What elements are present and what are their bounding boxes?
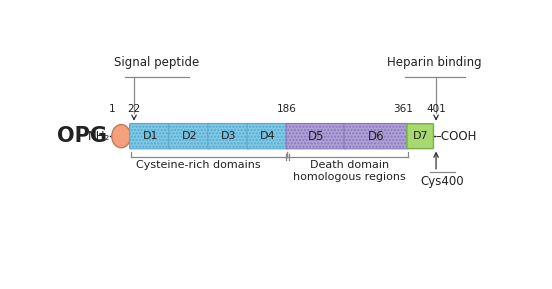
FancyBboxPatch shape — [130, 123, 171, 149]
Text: –COOH: –COOH — [436, 130, 477, 143]
Text: D6: D6 — [368, 130, 385, 143]
Text: 1: 1 — [108, 104, 115, 114]
Text: OPG: OPG — [57, 126, 107, 146]
FancyBboxPatch shape — [407, 124, 433, 149]
Text: D2: D2 — [182, 131, 197, 141]
Text: 401: 401 — [426, 104, 446, 114]
Ellipse shape — [112, 125, 131, 148]
Text: 186: 186 — [277, 104, 297, 114]
Text: 361: 361 — [394, 104, 413, 114]
Text: D3: D3 — [221, 131, 236, 141]
Text: NH₂: NH₂ — [87, 130, 110, 143]
FancyBboxPatch shape — [169, 123, 210, 149]
Text: Signal peptide: Signal peptide — [114, 55, 199, 68]
Text: D1: D1 — [142, 131, 158, 141]
Text: Cysteine-rich domains: Cysteine-rich domains — [136, 160, 261, 170]
Text: Cys400: Cys400 — [421, 175, 464, 188]
Text: D5: D5 — [308, 130, 325, 143]
FancyBboxPatch shape — [344, 123, 409, 149]
Text: Death domain
homologous regions: Death domain homologous regions — [293, 160, 406, 182]
Text: 22: 22 — [128, 104, 141, 114]
Text: Heparin binding: Heparin binding — [388, 55, 482, 68]
FancyBboxPatch shape — [286, 123, 346, 149]
Text: D7: D7 — [412, 131, 428, 141]
Text: D4: D4 — [260, 131, 275, 141]
FancyBboxPatch shape — [247, 123, 288, 149]
FancyBboxPatch shape — [208, 123, 249, 149]
